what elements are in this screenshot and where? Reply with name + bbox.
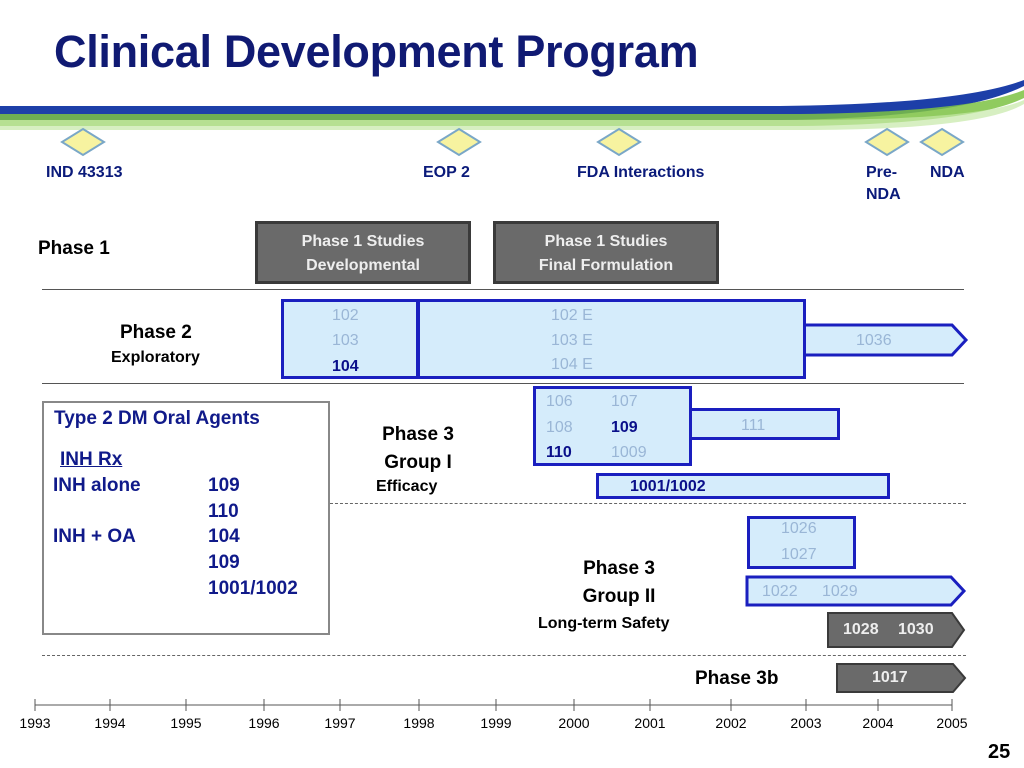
phase1-box-final: Phase 1 Studies Final Formulation: [493, 221, 719, 284]
phase3g1-label-line1: Phase 3: [382, 424, 454, 445]
legend-row1-label: INH alone: [53, 475, 141, 496]
milestone-diamond-icon: [60, 127, 106, 157]
study-1029: 1029: [822, 583, 858, 600]
study-1009: 1009: [611, 444, 647, 461]
legend-row2-v1: 104: [208, 526, 240, 547]
study-1001-1002: 1001/1002: [630, 478, 706, 495]
milestone-label-eop2: EOP 2: [423, 164, 470, 181]
divider-line: [42, 383, 964, 384]
timeline-year-label: 1998: [403, 715, 435, 731]
phase1-label: Phase 1: [38, 238, 110, 259]
dashed-divider: [42, 655, 966, 656]
timeline-axis: [34, 699, 953, 711]
study-106: 106: [546, 393, 573, 410]
timeline-year-label: 2004: [862, 715, 894, 731]
timeline-year-label: 2000: [558, 715, 590, 731]
timeline-year-label: 2002: [715, 715, 747, 731]
legend-row2-v2: 109: [208, 552, 240, 573]
timeline-year-label: 2001: [634, 715, 666, 731]
study-102: 102: [332, 307, 359, 324]
study-1030: 1030: [898, 621, 934, 638]
milestone-diamond-icon: [436, 127, 482, 157]
phase3g2-label-line2: Group II: [582, 586, 656, 607]
legend-row1-v1: 109: [208, 475, 240, 496]
phase1-box2-line2: Final Formulation: [538, 257, 674, 274]
study-104: 104: [332, 358, 359, 375]
prenda-line2: NDA: [866, 186, 901, 203]
study-103e: 103 E: [551, 332, 593, 349]
study-1026: 1026: [781, 520, 817, 537]
study-1036: 1036: [856, 332, 892, 349]
study-111: 111: [741, 417, 766, 434]
milestone-diamond-icon: [864, 127, 910, 157]
study-box-1026-1027: [747, 516, 856, 569]
page-number: 25: [988, 741, 1011, 763]
study-arrow-1022-1029: [745, 575, 967, 607]
legend-row2-label: INH + OA: [53, 526, 136, 547]
legend-inh-rx: INH Rx: [60, 449, 123, 470]
legend-box: [42, 401, 330, 635]
study-1017: 1017: [872, 669, 908, 686]
legend-title: Type 2 DM Oral Agents: [54, 408, 260, 429]
dashed-divider: [330, 503, 966, 504]
study-1028: 1028: [843, 621, 879, 638]
phase1-box1-line1: Phase 1 Studies: [301, 233, 425, 250]
milestone-label-prenda: Pre- NDA: [866, 162, 901, 206]
phase3g1-label: Phase 3 Group I: [362, 421, 474, 477]
study-108: 108: [546, 419, 573, 436]
phase3g1-box: [533, 386, 692, 466]
phase3g2-label: Phase 3 Group II: [563, 555, 675, 611]
study-1022: 1022: [762, 583, 798, 600]
phase3g1-label-line2: Group I: [384, 452, 452, 473]
milestone-diamond-icon: [919, 127, 965, 157]
timeline-year-label: 1993: [19, 715, 51, 731]
timeline-year-label: 2005: [936, 715, 968, 731]
study-107: 107: [611, 393, 638, 410]
phase1-box-developmental: Phase 1 Studies Developmental: [255, 221, 471, 284]
phase3b-label: Phase 3b: [695, 668, 779, 689]
study-104e: 104 E: [551, 356, 593, 373]
study-109: 109: [611, 419, 638, 436]
legend-row1-v2: 110: [208, 501, 239, 522]
study-bar-1001: [596, 473, 890, 499]
study-1027: 1027: [781, 546, 817, 563]
phase3g2-label-line1: Phase 3: [583, 558, 655, 579]
page-title: Clinical Development Program: [54, 26, 699, 77]
milestone-label-nda: NDA: [930, 164, 965, 181]
study-110: 110: [546, 444, 572, 461]
divider-line: [42, 289, 964, 290]
milestone-label-ind: IND 43313: [46, 164, 123, 181]
timeline-year-label: 1996: [248, 715, 280, 731]
phase2-box-core: [281, 299, 419, 379]
phase1-box1-line2: Developmental: [306, 257, 420, 274]
milestone-label-fda: FDA Interactions: [577, 164, 705, 181]
timeline-year-label: 1994: [94, 715, 126, 731]
timeline-year-label: 1995: [170, 715, 202, 731]
phase2-label: Phase 2: [120, 322, 192, 343]
study-102e: 102 E: [551, 307, 593, 324]
prenda-line1: Pre-: [866, 164, 898, 181]
timeline-year-label: 1999: [480, 715, 512, 731]
phase1-box2-line1: Phase 1 Studies: [544, 233, 668, 250]
phase3g2-sublabel: Long-term Safety: [538, 615, 670, 632]
timeline-year-label: 2003: [790, 715, 822, 731]
study-arrow-1028-1030: [827, 612, 966, 648]
header-swoosh: [0, 80, 1024, 130]
study-103: 103: [332, 332, 359, 349]
phase2-box-extension: [417, 299, 806, 379]
phase3g1-sublabel: Efficacy: [376, 478, 438, 495]
study-arrow-1017: [836, 663, 967, 693]
phase2-sublabel: Exploratory: [111, 349, 200, 366]
milestone-diamond-icon: [596, 127, 642, 157]
timeline-year-label: 1997: [324, 715, 356, 731]
legend-row2-v3: 1001/1002: [208, 578, 298, 599]
